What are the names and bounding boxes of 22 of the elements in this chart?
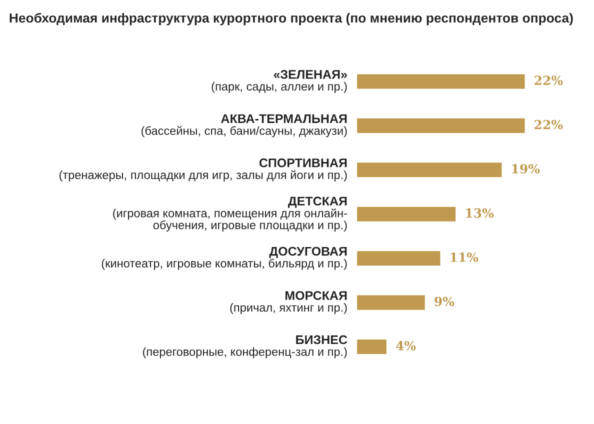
- data-label: 22%: [534, 76, 563, 86]
- bar: [356, 161, 504, 179]
- data-label: 13%: [466, 208, 494, 218]
- y-tick-label: БИЗНЕС (переговорные, конференц-зал и пр.): [143, 335, 348, 358]
- y-tick-label: СПОРТИВНАЯ (тренажеры, площадки для игр, залы для йоги и пр.): [59, 158, 347, 182]
- y-tick-label: ДЕТСКАЯ (игровая комната, помещения для онлайн- обучения, игровые площадки и пр.): [113, 196, 347, 232]
- data-label: 22%: [534, 120, 563, 130]
- y-tick-label: АКВА-ТЕРМАЛЬНАЯ (бассейны, спа, бани/сауны, джакузи): [142, 114, 347, 138]
- bar: [356, 205, 457, 223]
- y-tick-label: ДОСУГОВАЯ (кинотеатр, игровые комнаты, бильярд и пр.): [102, 246, 347, 270]
- y-tick-label: МОРСКАЯ (причал, яхтинг и пр.): [230, 291, 347, 314]
- bar: [356, 294, 426, 312]
- bar: [356, 250, 442, 267]
- data-label: 4%: [396, 340, 416, 350]
- bar: [356, 117, 526, 134]
- bar: [356, 338, 388, 356]
- chart-title: Необходимая инфраструктура курортного проекта (по мнению респондентов опроса): [10, 12, 573, 26]
- data-label: 19%: [512, 164, 540, 174]
- data-label: 11%: [450, 252, 478, 262]
- bar: [356, 72, 526, 90]
- y-tick-label: «ЗЕЛЕНАЯ» (парк, сады, аллеи и пр.): [212, 70, 347, 93]
- data-label: 9%: [434, 296, 454, 306]
